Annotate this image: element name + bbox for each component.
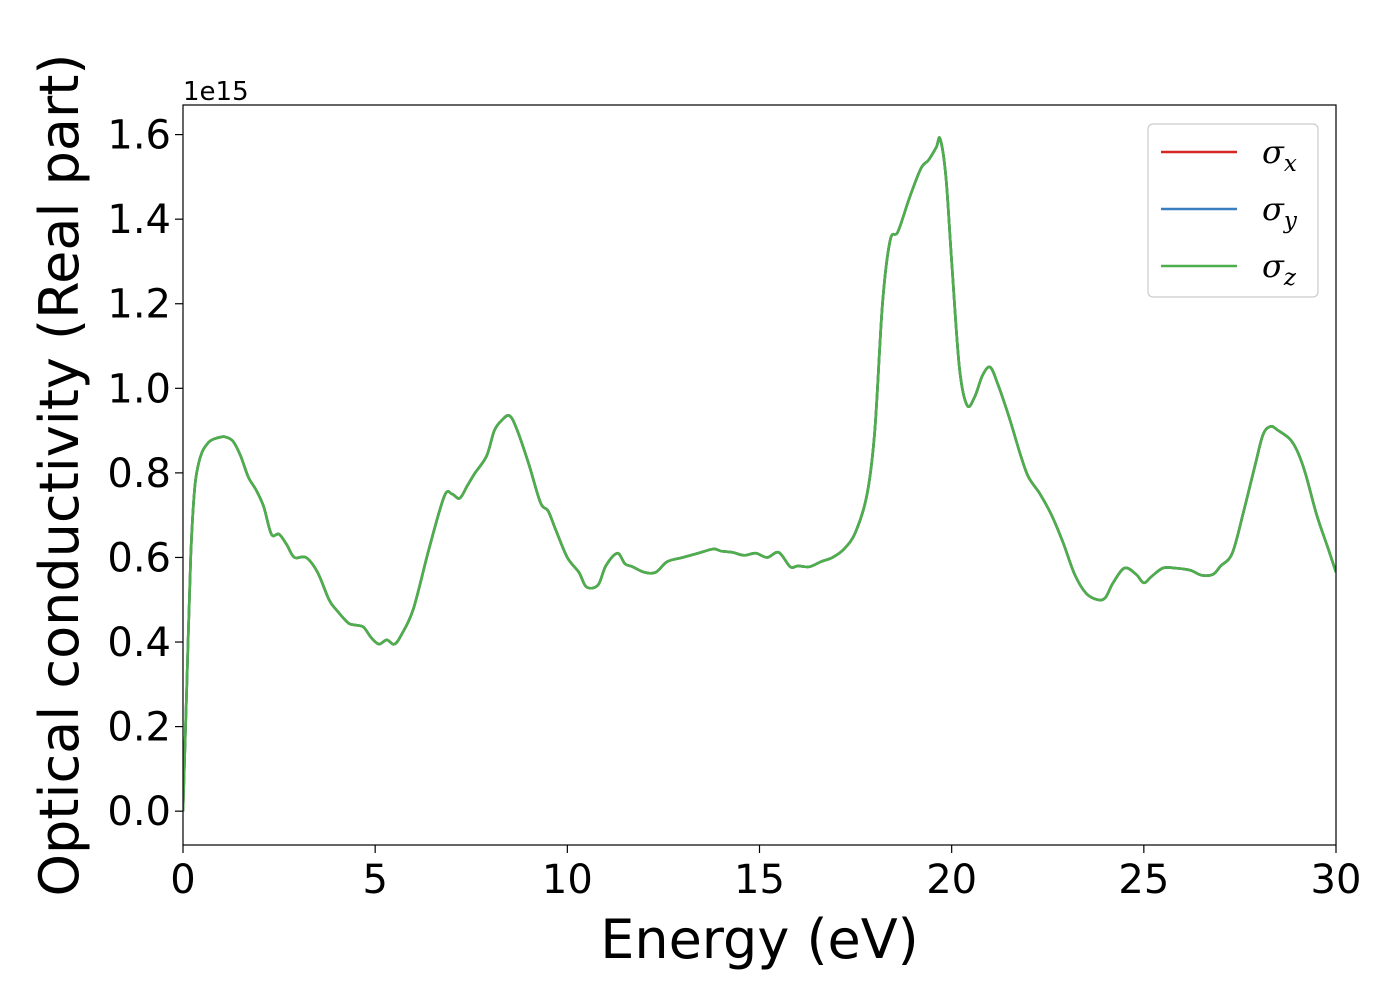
legend-label-z: σz — [1262, 247, 1297, 291]
y-tick-label: 1.6 — [107, 113, 171, 159]
legend: σx σy σz — [1147, 123, 1319, 298]
x-tick-label: 15 — [734, 857, 785, 903]
series-lines — [183, 136, 1336, 812]
plot-frame — [182, 104, 1337, 846]
ticks: 0 5 10 15 20 25 30 0.0 0.2 0.4 0.6 0.8 1.0 1.2 1.4 1.6 — [107, 113, 1361, 903]
legend-label-y: σy — [1262, 190, 1298, 234]
legend-label-x: σx — [1262, 133, 1297, 177]
x-tick-label: 25 — [1118, 857, 1169, 903]
x-tick-label: 30 — [1311, 857, 1362, 903]
y-tick-label: 1.0 — [107, 366, 171, 412]
x-tick-label: 20 — [926, 857, 977, 903]
x-tick-label: 5 — [362, 857, 387, 903]
y-tick-label: 0.2 — [107, 705, 171, 751]
y-tick-label: 0.6 — [107, 535, 171, 581]
y-tick-label: 0.4 — [107, 620, 171, 666]
x-axis-label: Energy (eV) — [600, 908, 919, 971]
legend-frame — [1147, 123, 1319, 298]
y-offset-label: 1e15 — [183, 77, 249, 107]
y-tick-label: 1.4 — [107, 197, 171, 243]
y-tick-label: 1.2 — [107, 282, 171, 328]
y-axis-label: Optical conductivity (Real part) — [28, 54, 91, 897]
x-tick-label: 0 — [170, 857, 195, 903]
y-tick-label: 0.8 — [107, 451, 171, 497]
series-line-z — [183, 136, 1336, 812]
x-tick-label: 10 — [542, 857, 593, 903]
y-tick-label: 0.0 — [107, 789, 171, 835]
